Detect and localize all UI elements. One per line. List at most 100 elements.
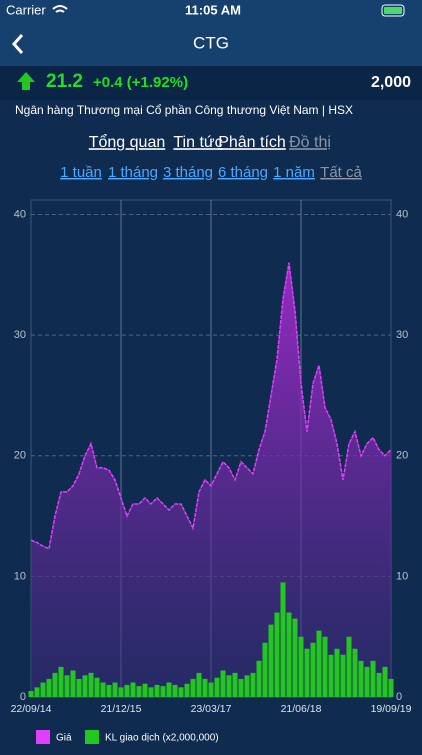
volume-bar xyxy=(94,677,100,697)
volume-bar xyxy=(286,612,292,697)
volume-bar xyxy=(280,582,286,697)
wifi-icon xyxy=(52,5,68,13)
volume-bar xyxy=(124,684,130,697)
volume-bar xyxy=(58,666,64,697)
y2-tick-label: 10 xyxy=(396,570,408,582)
tab[interactable]: Tin tức xyxy=(173,134,222,151)
tab[interactable]: Tổng quan xyxy=(89,133,166,151)
volume-bar xyxy=(154,684,160,697)
tab[interactable]: Phân tích xyxy=(218,134,286,151)
volume-bar xyxy=(322,636,328,697)
legend-label: KL giao dịch (x2,000,000) xyxy=(105,733,219,744)
volume-bar xyxy=(238,678,244,697)
battery xyxy=(381,4,405,17)
y-tick-label: 30 xyxy=(14,329,26,341)
volume-bar xyxy=(220,670,226,697)
volume-bar xyxy=(298,636,304,697)
volume-bar xyxy=(34,687,40,697)
volume-bar xyxy=(232,672,238,697)
volume-bar xyxy=(208,682,214,697)
volume-bar xyxy=(64,675,70,697)
volume-bar xyxy=(178,687,184,697)
volume-bar xyxy=(292,618,298,697)
range-tab[interactable]: Tất cả xyxy=(320,164,362,181)
volume-bar xyxy=(202,678,208,697)
battery-level xyxy=(384,7,402,14)
volume-bar xyxy=(376,672,382,697)
volume-bar xyxy=(370,660,376,697)
x-tick-label: 22/09/14 xyxy=(11,703,52,715)
volume-bar xyxy=(382,666,388,697)
volume-bar xyxy=(118,687,124,697)
volume-bar xyxy=(160,686,166,697)
volume-bar xyxy=(244,675,250,697)
volume-bar xyxy=(358,660,364,697)
range-tab[interactable]: 1 năm xyxy=(273,164,315,181)
volume-bar xyxy=(184,683,190,697)
volume-bar xyxy=(268,624,274,697)
volume-bar xyxy=(328,654,334,697)
y2-tick-label: 20 xyxy=(396,450,408,462)
nav-bg xyxy=(0,0,422,66)
change: +0.4 (+1.92%) xyxy=(93,74,188,91)
x-tick-label: 23/03/17 xyxy=(191,703,232,715)
volume-bar xyxy=(214,677,220,697)
volume-bar xyxy=(82,675,88,697)
volume-bar xyxy=(52,672,58,697)
volume-bar xyxy=(40,682,46,697)
price-line xyxy=(30,262,392,550)
volume-bar xyxy=(226,675,232,697)
volume-bar xyxy=(274,612,280,697)
volume-bar xyxy=(88,672,94,697)
price-area xyxy=(31,262,391,697)
range-tab[interactable]: 6 tháng xyxy=(218,164,268,181)
x-tick-label: 21/06/18 xyxy=(281,703,322,715)
y-tick-label: 10 xyxy=(14,570,26,582)
volume-bar xyxy=(100,682,106,697)
volume-bar xyxy=(172,684,178,697)
nav-title: CTG xyxy=(193,33,229,52)
up-arrow xyxy=(17,72,35,90)
volume-bar xyxy=(28,690,34,697)
chart: 0 10 20 30 40 0 10 20 30 40 22/09/14 21/12/15 23/03/… xyxy=(11,199,412,744)
volume-bar xyxy=(340,654,346,697)
y-tick-label: 40 xyxy=(14,208,26,220)
range-tab[interactable]: 1 tuần xyxy=(60,164,102,181)
legend-swatch xyxy=(85,730,99,744)
company: Ngân hàng Thương mại Cổ phần Công thương… xyxy=(15,103,353,117)
volume-bar xyxy=(388,678,394,697)
volume-bar xyxy=(364,666,370,697)
volume-bar xyxy=(76,678,82,697)
y-tick-label: 0 xyxy=(20,691,26,703)
x-tick-label: 19/09/19 xyxy=(371,703,412,715)
price: 21.2 xyxy=(46,71,83,92)
volume-bar xyxy=(352,648,358,697)
volume-bar xyxy=(334,648,340,697)
carrier: Carrier xyxy=(6,2,46,17)
volume: 2,000 xyxy=(371,74,411,91)
volume-bar xyxy=(70,670,76,697)
volume-bar xyxy=(130,682,136,697)
back-button[interactable] xyxy=(11,34,24,54)
y2-tick-label: 30 xyxy=(396,329,408,341)
tab[interactable]: Đồ thị xyxy=(289,134,331,151)
range-tab[interactable]: 3 tháng xyxy=(163,164,213,181)
y-tick-label: 20 xyxy=(14,450,26,462)
legend-swatch xyxy=(36,730,50,744)
range-tab[interactable]: 1 tháng xyxy=(108,164,158,181)
volume-bar xyxy=(256,660,262,697)
legend-label: Giá xyxy=(56,733,72,744)
time: 11:05 AM xyxy=(185,2,241,17)
x-tick-label: 21/12/15 xyxy=(101,703,142,715)
volume-bar xyxy=(106,684,112,697)
volume-bar xyxy=(262,642,268,697)
volume-bar xyxy=(46,678,52,697)
volume-bar xyxy=(190,678,196,697)
volume-bar xyxy=(136,686,142,697)
volume-bar xyxy=(166,682,172,697)
volume-bar xyxy=(142,683,148,697)
volume-bar xyxy=(250,672,256,697)
